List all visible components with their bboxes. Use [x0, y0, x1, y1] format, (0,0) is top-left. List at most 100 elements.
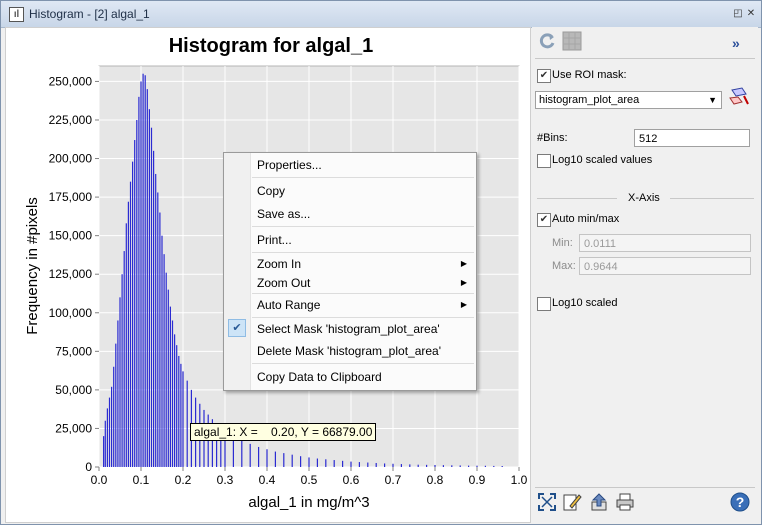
- y-tick-label: 125,000: [49, 267, 93, 281]
- divider: [537, 198, 617, 199]
- y-axis-label: Frequency in #pixels: [24, 197, 41, 335]
- histogram-bar: [367, 462, 369, 467]
- histogram-bar: [136, 119, 138, 467]
- histogram-bar: [283, 453, 285, 467]
- histogram-bar: [161, 235, 163, 467]
- menu-item-zoom-in[interactable]: Zoom In: [257, 257, 302, 271]
- edit-icon[interactable]: [562, 492, 582, 512]
- x-tick-label: 0.7: [385, 473, 402, 487]
- use-roi-checkbox[interactable]: ✔: [537, 69, 551, 83]
- x-tick-label: 1.0: [511, 473, 528, 487]
- context-menu: Properties... Copy Save as... Print... Z…: [223, 152, 477, 391]
- histogram-bar: [153, 150, 155, 468]
- histogram-bar: [224, 429, 226, 467]
- histogram-plot-panel[interactable]: Histogram for algal_1 0 25,000 50,000 75,00…: [5, 27, 531, 523]
- histogram-bar: [169, 306, 171, 467]
- x-axis: 0.0 0.1 0.2 0.3 0.4 0.5 0.6 0.7 0.8 0.9 1.0: [91, 467, 528, 487]
- histogram-app-icon: ıl: [9, 7, 24, 22]
- export-icon[interactable]: [589, 492, 609, 512]
- print-icon[interactable]: [615, 492, 635, 512]
- histogram-bar: [258, 446, 260, 467]
- histogram-bar: [138, 96, 140, 467]
- histogram-bar: [274, 451, 276, 467]
- menu-item-print[interactable]: Print...: [257, 233, 292, 247]
- histogram-bar: [142, 73, 144, 467]
- menu-item-auto-range[interactable]: Auto Range: [257, 298, 321, 312]
- title-bar[interactable]: ıl Histogram - [2] algal_1 ◰ ✕: [1, 1, 761, 28]
- histogram-bar: [140, 81, 142, 467]
- histogram-bar: [123, 251, 125, 467]
- log10-scaled-checkbox[interactable]: [537, 297, 551, 311]
- histogram-bar: [316, 458, 318, 467]
- table-view-icon[interactable]: [562, 31, 582, 51]
- log10-values-label: Log10 scaled values: [552, 154, 653, 166]
- histogram-bar: [163, 254, 165, 467]
- bins-input[interactable]: 512: [634, 129, 750, 147]
- help-icon[interactable]: ?: [730, 492, 750, 512]
- y-tick-label: 175,000: [49, 190, 93, 204]
- context-menu-gutter: [224, 153, 251, 390]
- y-tick-label: 100,000: [49, 306, 93, 320]
- histogram-bar: [111, 386, 113, 467]
- histogram-bar: [165, 272, 167, 467]
- y-tick-label: 200,000: [49, 152, 93, 166]
- x-tick-label: 0.8: [427, 473, 444, 487]
- y-tick-label: 25,000: [55, 421, 92, 435]
- roi-mask-select[interactable]: histogram_plot_area ▼: [535, 91, 722, 109]
- window-title: Histogram - [2] algal_1: [29, 7, 150, 21]
- histogram-bar: [220, 426, 222, 467]
- divider: [535, 58, 755, 59]
- menu-item-zoom-out[interactable]: Zoom Out: [257, 276, 311, 290]
- histogram-bar: [216, 423, 218, 467]
- menu-item-copy[interactable]: Copy: [257, 184, 286, 198]
- x-tick-label: 0.5: [301, 473, 318, 487]
- histogram-bar: [146, 89, 148, 467]
- histogram-bar: [119, 297, 121, 467]
- histogram-bar: [103, 436, 105, 467]
- x-tick-label: 0.0: [91, 473, 108, 487]
- menu-item-copy-data[interactable]: Copy Data to Clipboard: [257, 370, 382, 384]
- x-tick-label: 0.2: [175, 473, 192, 487]
- histogram-bar: [106, 408, 108, 467]
- histogram-bar: [434, 464, 436, 467]
- auto-minmax-label: Auto min/max: [552, 213, 620, 225]
- refresh-icon[interactable]: [537, 31, 557, 51]
- histogram-bar: [350, 461, 352, 467]
- histogram-bar: [426, 464, 428, 467]
- histogram-bar: [104, 420, 106, 467]
- restore-icon[interactable]: ◰: [733, 8, 743, 19]
- zoom-all-icon[interactable]: [537, 492, 557, 512]
- histogram-bar: [178, 355, 180, 467]
- histogram-bar: [358, 462, 360, 467]
- close-icon[interactable]: ✕: [746, 8, 756, 19]
- roi-mask-tool-icon[interactable]: [728, 84, 752, 108]
- auto-minmax-checkbox[interactable]: ✔: [537, 213, 551, 227]
- bins-label: #Bins:: [537, 132, 568, 144]
- y-tick-label: 75,000: [55, 344, 92, 358]
- chart-title: Histogram for algal_1: [169, 35, 374, 57]
- menu-item-select-mask[interactable]: Select Mask 'histogram_plot_area': [257, 322, 440, 336]
- x-axis-section-label: X-Axis: [628, 192, 660, 204]
- log10-values-checkbox[interactable]: [537, 154, 551, 168]
- histogram-bar: [117, 320, 119, 467]
- histogram-bar: [211, 419, 213, 467]
- histogram-bar: [400, 464, 402, 467]
- expand-panel-icon[interactable]: »: [732, 35, 740, 51]
- histogram-bar: [249, 443, 251, 467]
- histogram-bar: [148, 109, 150, 467]
- max-input[interactable]: 0.9644: [579, 257, 751, 275]
- menu-item-save-as[interactable]: Save as...: [257, 207, 311, 221]
- menu-item-properties[interactable]: Properties...: [257, 158, 322, 172]
- x-tick-label: 0.3: [217, 473, 234, 487]
- histogram-bar: [484, 465, 486, 467]
- histogram-bar: [384, 463, 386, 467]
- histogram-bar: [459, 465, 461, 467]
- max-label: Max:: [552, 260, 576, 272]
- menu-item-delete-mask[interactable]: Delete Mask 'histogram_plot_area': [257, 344, 442, 358]
- min-input[interactable]: 0.0111: [579, 234, 751, 252]
- histogram-bar: [375, 462, 377, 467]
- histogram-bar: [451, 465, 453, 467]
- menu-separator: [252, 293, 474, 294]
- y-tick-label: 225,000: [49, 113, 93, 127]
